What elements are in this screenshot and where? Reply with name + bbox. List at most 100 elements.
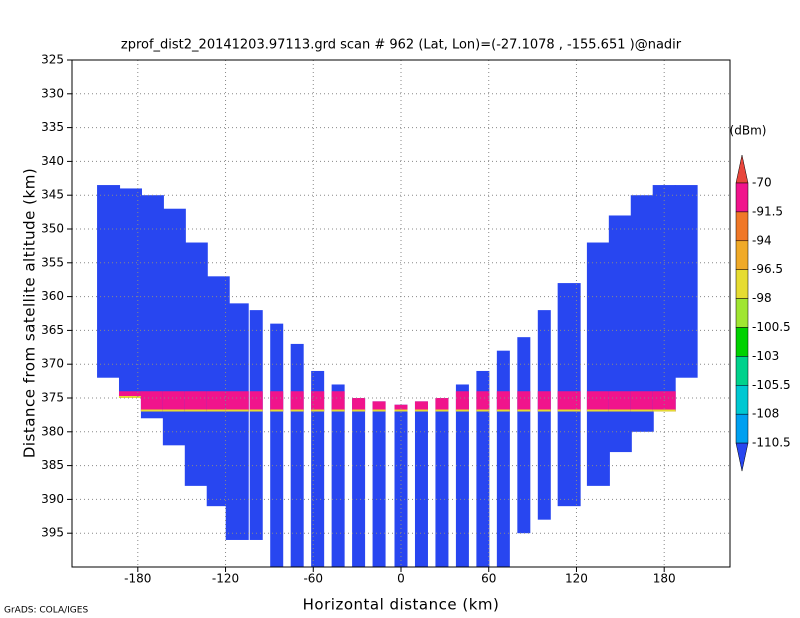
colorbar-segment bbox=[735, 413, 749, 444]
surface-edge bbox=[455, 409, 469, 412]
column bbox=[331, 384, 345, 567]
column bbox=[608, 215, 632, 453]
column bbox=[311, 370, 325, 567]
surface-edge bbox=[270, 409, 284, 412]
colorbar-segment bbox=[735, 269, 749, 299]
surface-echo bbox=[140, 391, 164, 412]
column bbox=[394, 404, 408, 567]
colorbar-label: -96.5 bbox=[752, 262, 783, 276]
y-tick-label: 340 bbox=[41, 154, 64, 168]
surface-edge bbox=[586, 409, 610, 412]
column bbox=[652, 185, 676, 412]
y-tick-label: 365 bbox=[41, 323, 64, 337]
column bbox=[586, 242, 610, 486]
colorbar-label: -70 bbox=[752, 176, 772, 190]
surface-echo bbox=[557, 391, 581, 412]
colorbar-segment bbox=[735, 211, 749, 242]
surface-edge bbox=[557, 409, 581, 412]
surface-edge bbox=[414, 409, 428, 412]
y-axis-title: Distance from satellite altitude (km) bbox=[21, 168, 39, 458]
surface-echo bbox=[476, 391, 490, 412]
column bbox=[270, 323, 284, 567]
column bbox=[414, 401, 428, 567]
surface-edge bbox=[206, 409, 230, 412]
colorbar-label: -91.5 bbox=[752, 204, 783, 218]
surface-edge bbox=[394, 409, 408, 412]
column bbox=[140, 195, 164, 419]
column bbox=[97, 185, 121, 378]
surface-edge bbox=[630, 409, 654, 412]
surface-edge bbox=[352, 409, 366, 412]
colorbar-title: (dBm) bbox=[730, 124, 767, 138]
surface-edge bbox=[537, 409, 551, 412]
surface-echo bbox=[608, 391, 632, 412]
column bbox=[630, 195, 654, 432]
surface-echo bbox=[372, 401, 386, 412]
y-tick-label: 335 bbox=[41, 120, 64, 134]
colorbar-label: -108 bbox=[752, 407, 779, 421]
x-tick-label: 60 bbox=[481, 572, 496, 586]
column bbox=[674, 185, 698, 378]
surface-edge bbox=[652, 409, 676, 412]
x-tick-label: -120 bbox=[212, 572, 239, 586]
x-tick-label: 120 bbox=[565, 572, 588, 586]
column bbox=[496, 350, 510, 567]
colorbar-label: -100.5 bbox=[752, 320, 791, 334]
colorbar-label: -105.5 bbox=[752, 378, 791, 392]
surface-echo bbox=[537, 391, 551, 412]
surface-echo bbox=[517, 391, 531, 412]
surface-edge bbox=[184, 409, 208, 412]
y-tick-label: 355 bbox=[41, 255, 64, 269]
footer: GrADS: COLA/IGES bbox=[4, 606, 88, 616]
surface-echo bbox=[586, 391, 610, 412]
surface-echo bbox=[331, 391, 345, 412]
column bbox=[455, 384, 469, 567]
y-tick-label: 385 bbox=[41, 458, 64, 472]
y-tick-label: 390 bbox=[41, 492, 64, 506]
colorbar-label: -103 bbox=[752, 349, 779, 363]
surface-echo bbox=[184, 391, 208, 412]
y-tick-label: 375 bbox=[41, 391, 64, 405]
y-tick-label: 345 bbox=[41, 188, 64, 202]
surface-echo bbox=[311, 391, 325, 412]
x-tick-label: -60 bbox=[303, 572, 323, 586]
surface-edge bbox=[372, 409, 386, 412]
surface-echo bbox=[206, 391, 230, 412]
y-tick-label: 370 bbox=[41, 357, 64, 371]
column bbox=[372, 401, 386, 567]
surface-echo bbox=[352, 398, 366, 412]
surface-edge bbox=[496, 409, 510, 412]
surface-edge bbox=[118, 396, 142, 398]
colorbar-segment bbox=[735, 182, 749, 213]
colorbar-segment bbox=[735, 327, 749, 357]
colorbar-label: -94 bbox=[752, 233, 772, 247]
column bbox=[517, 337, 531, 534]
surface-edge bbox=[476, 409, 490, 412]
surface-edge bbox=[435, 409, 449, 412]
surface-echo bbox=[630, 391, 654, 412]
y-tick-label: 330 bbox=[41, 86, 64, 100]
colorbar-segment bbox=[735, 154, 749, 184]
surface-echo bbox=[455, 391, 469, 412]
column bbox=[352, 398, 366, 567]
surface-edge bbox=[225, 409, 249, 412]
colorbar-segment bbox=[735, 356, 749, 386]
column bbox=[225, 303, 249, 540]
surface-edge bbox=[140, 409, 164, 412]
column bbox=[435, 398, 449, 567]
y-tick-label: 325 bbox=[41, 53, 64, 67]
y-tick-label: 350 bbox=[41, 222, 64, 236]
x-axis-title: Horizontal distance (km) bbox=[303, 596, 500, 614]
y-tick-label: 360 bbox=[41, 289, 64, 303]
surface-edge bbox=[290, 409, 304, 412]
surface-echo bbox=[496, 391, 510, 412]
x-tick-label: 180 bbox=[653, 572, 676, 586]
column bbox=[476, 370, 490, 567]
chart-title: zprof_dist2_20141203.97113.grd scan # 96… bbox=[121, 38, 682, 53]
colorbar-label: -98 bbox=[752, 291, 772, 305]
y-tick-label: 380 bbox=[41, 424, 64, 438]
surface-echo bbox=[435, 398, 449, 412]
surface-edge bbox=[311, 409, 325, 412]
colorbar-segment bbox=[735, 442, 749, 472]
